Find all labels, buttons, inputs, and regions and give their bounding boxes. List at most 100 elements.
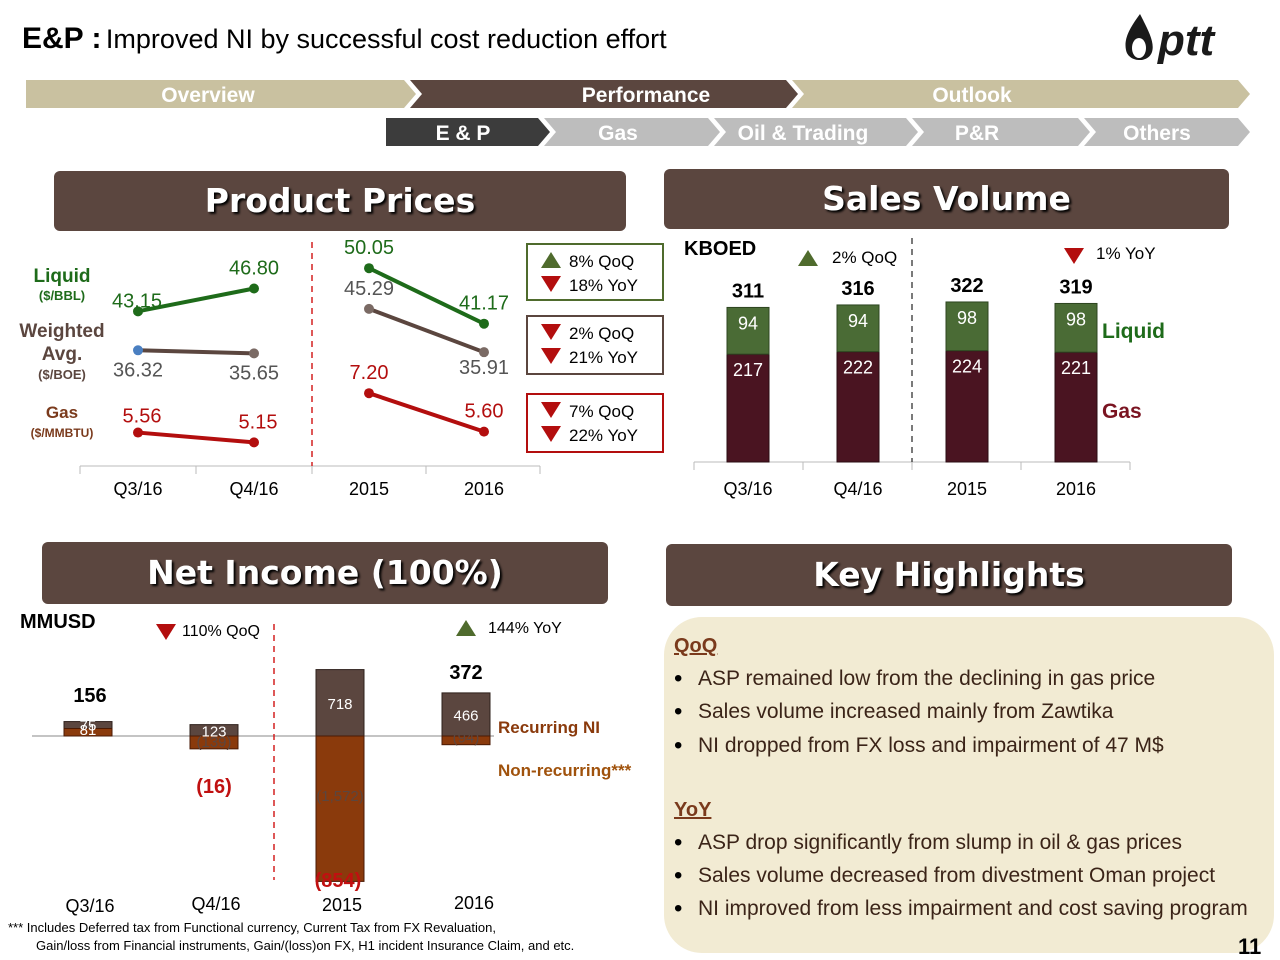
gas-point	[249, 437, 259, 448]
gas-line	[368, 391, 485, 434]
x-tick-label: Q4/16	[229, 479, 278, 499]
down-arrow-icon	[1064, 248, 1084, 264]
x-tick-label: Q4/16	[833, 479, 882, 499]
key-highlights-header: Key Highlights	[666, 544, 1232, 606]
recurring-value-label: 466	[453, 707, 478, 724]
nav-performance[interactable]: Performance	[582, 84, 710, 107]
gas-bar	[726, 353, 770, 463]
non-recurring-bar	[441, 735, 491, 746]
x-tick-label: 2015	[947, 479, 987, 499]
legend-liquid: Liquid	[34, 266, 91, 287]
weighted-avg-value-label: 45.29	[344, 278, 394, 300]
title-text: Improved NI by successful cost reduction…	[105, 24, 667, 54]
yoy-item: NI improved from less impairment and cos…	[674, 895, 1248, 923]
page-number: 11	[1238, 934, 1262, 959]
sales-volume-title: Sales Volume	[822, 179, 1071, 218]
total-label: 319	[1059, 276, 1092, 298]
x-tick-label: Q3/16	[65, 896, 114, 916]
recurring-ni-bar	[315, 669, 365, 737]
recurring-value-label: 123	[201, 724, 226, 741]
unit-label: KBOED	[684, 238, 756, 260]
non-recurring-bar	[315, 735, 365, 882]
legend-liquid-unit: ($/BBL)	[39, 288, 85, 303]
gas-value-label: 7.20	[350, 362, 389, 384]
gas-bar	[945, 350, 989, 463]
liquid-bar	[836, 304, 880, 353]
legend-gas-unit: ($/MMBTU)	[31, 426, 94, 440]
legend-weighted: Weighted	[19, 321, 104, 342]
liquid-line	[137, 286, 255, 314]
change-label: 110% QoQ	[182, 623, 260, 640]
x-tick-label: 2015	[349, 479, 389, 499]
sales-volume-header: Sales Volume	[664, 169, 1229, 229]
non-recurring-value-label: (139)	[196, 734, 231, 751]
legend-weighted-unit: ($/BOE)	[38, 367, 86, 382]
down-arrow-icon	[541, 348, 561, 364]
navigation: Overview Performance Outlook E & P Gas O…	[26, 80, 1250, 146]
gas-point	[479, 426, 489, 437]
product-prices-header: Product Prices	[54, 171, 626, 231]
gas-value-label: 5.56	[123, 406, 162, 428]
change-label: 144% YoY	[488, 620, 562, 637]
weighted-avg-line	[368, 307, 485, 355]
gas-value-label: 5.60	[465, 401, 504, 423]
tab-pr[interactable]: P&R	[955, 122, 999, 145]
change-label: 2% QoQ	[832, 248, 897, 267]
sales-volume-chart: Q3/16 Q4/16 2015 2016 KBOED 217 94 311 222 94 316 2…	[684, 238, 1165, 499]
logo-text: ptt	[1157, 16, 1217, 65]
non-recurring-value-label: (94)	[453, 730, 480, 747]
tab-ep[interactable]: E & P	[436, 122, 491, 145]
tab-others[interactable]: Others	[1123, 122, 1191, 145]
legend-gas: Gas	[1102, 400, 1142, 423]
liquid-value-label: 94	[738, 313, 758, 333]
recurring-value-label: 718	[327, 696, 352, 713]
weighted-avg-value-label: 36.32	[113, 359, 163, 381]
footnote-line-1: *** Includes Deferred tax from Functiona…	[8, 920, 496, 935]
legend-weighted: Avg.	[42, 344, 82, 365]
total-label: 316	[841, 278, 874, 300]
non-recurring-bar	[189, 735, 239, 750]
key-highlights-title: Key Highlights	[813, 555, 1085, 594]
legend-recurring: Recurring NI	[498, 718, 600, 737]
down-arrow-icon	[156, 624, 176, 640]
footnote-line-2: Gain/loss from Financial instruments, Ga…	[36, 938, 575, 953]
nav-overview[interactable]: Overview	[161, 84, 255, 107]
gas-value-label: 217	[733, 360, 763, 380]
up-arrow-icon	[798, 250, 818, 266]
unit-label: MMUSD	[20, 611, 96, 633]
weighted-avg-value-label: 35.91	[459, 357, 509, 379]
gas-bar	[1054, 351, 1098, 463]
liquid-value-label: 43.15	[112, 290, 162, 312]
x-tick-label: 2016	[464, 479, 504, 499]
weighted-avg-point	[249, 348, 259, 359]
tab-oil-trading[interactable]: Oil & Trading	[738, 122, 869, 145]
legend-liquid: Liquid	[1102, 320, 1165, 343]
yoy-item: ASP drop significantly from slump in oil…	[674, 829, 1182, 857]
total-label: 322	[950, 275, 983, 297]
gas-point	[133, 427, 143, 438]
title-segment: E&P :	[22, 22, 102, 55]
liquid-point	[249, 283, 259, 294]
gas-bar	[836, 351, 880, 463]
qoq-item: ASP remained low from the declining in g…	[674, 665, 1155, 693]
total-label: 372	[449, 662, 482, 684]
liquid-point	[479, 318, 489, 329]
x-tick-label: 2016	[454, 893, 494, 913]
up-arrow-icon	[541, 252, 561, 268]
weighted-avg-point	[364, 303, 374, 314]
gas-value-label: 5.15	[239, 411, 278, 433]
qoq-heading: QoQ	[674, 635, 718, 657]
tab-gas[interactable]: Gas	[598, 122, 638, 145]
weighted-avg-value-label: 35.65	[229, 362, 279, 384]
liquid-value-label: 46.80	[229, 258, 279, 280]
weighted-avg-line	[137, 348, 255, 356]
gas-line	[137, 430, 255, 445]
yoy-heading: YoY	[674, 799, 712, 821]
down-arrow-icon	[541, 324, 561, 340]
qoq-item: NI dropped from FX loss and impairment o…	[674, 732, 1164, 760]
liquid-value-label: 94	[848, 311, 868, 331]
nav-outlook[interactable]: Outlook	[932, 84, 1012, 107]
change-label: 8% QoQ	[569, 252, 634, 271]
liquid-bar	[726, 306, 770, 355]
recurring-value-label: 75	[80, 718, 97, 735]
